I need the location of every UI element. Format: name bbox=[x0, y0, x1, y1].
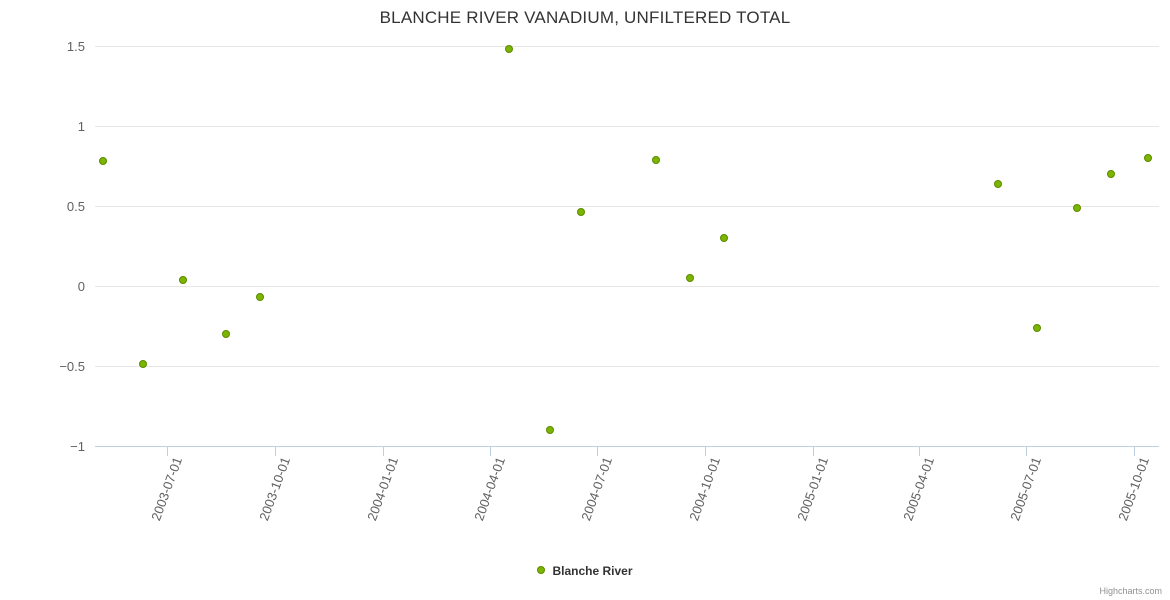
x-axis-line bbox=[95, 446, 1159, 447]
x-axis-tick-label: 2005-07-01 bbox=[1007, 455, 1045, 523]
data-point[interactable] bbox=[651, 155, 660, 164]
x-axis-tick-label: 2004-07-01 bbox=[578, 455, 616, 523]
data-point[interactable] bbox=[576, 208, 585, 217]
x-axis-tick-label: 2003-07-01 bbox=[147, 455, 185, 523]
x-axis-tick-mark bbox=[919, 447, 921, 456]
x-axis-tick-label: 2004-10-01 bbox=[686, 455, 724, 523]
data-point[interactable] bbox=[221, 330, 230, 338]
gridline bbox=[95, 126, 1159, 127]
data-point[interactable] bbox=[719, 234, 728, 242]
chart-title: BLANCHE RIVER VANADIUM, UNFILTERED TOTAL bbox=[379, 8, 791, 27]
x-axis-tick-mark bbox=[705, 447, 707, 456]
data-point[interactable] bbox=[1032, 323, 1041, 332]
legend-marker-icon bbox=[537, 565, 546, 574]
credits-label[interactable]: Highcharts.com bbox=[1099, 586, 1162, 596]
x-axis-tick-mark bbox=[490, 447, 492, 456]
y-axis-tick-label: 0 bbox=[77, 279, 85, 294]
x-axis-tick-label: 2005-04-01 bbox=[900, 455, 938, 523]
x-axis-tick-mark bbox=[597, 447, 599, 456]
data-point[interactable] bbox=[993, 179, 1002, 188]
y-axis-tick-label: 1.5 bbox=[66, 39, 85, 54]
x-axis-tick-label: 2003-10-01 bbox=[256, 455, 293, 523]
x-axis-tick-mark bbox=[274, 447, 276, 456]
x-axis-tick-label: 2005-10-01 bbox=[1115, 455, 1153, 523]
gridline bbox=[95, 46, 1159, 47]
x-axis-tick-mark bbox=[383, 447, 385, 456]
y-axis-tick-label: 0.5 bbox=[66, 199, 85, 214]
data-point[interactable] bbox=[1106, 170, 1115, 178]
x-axis-tick-label: 2005-01-01 bbox=[794, 455, 832, 523]
x-axis-tick-mark bbox=[813, 447, 815, 456]
data-point[interactable] bbox=[99, 157, 108, 166]
y-axis-tick-label: −1 bbox=[70, 439, 85, 454]
y-axis-tick-label: −0.5 bbox=[59, 359, 85, 374]
legend-item-blanche-river[interactable]: Blanche River bbox=[537, 563, 633, 578]
x-axis-tick-label: 2004-04-01 bbox=[471, 455, 509, 523]
y-axis-tick-label: 1 bbox=[77, 119, 85, 134]
data-point[interactable] bbox=[255, 293, 264, 302]
x-axis-tick-label: 2004-01-01 bbox=[364, 455, 402, 523]
x-axis-tick-mark bbox=[1026, 447, 1028, 456]
data-point[interactable] bbox=[685, 274, 694, 282]
x-axis-tick-mark bbox=[1134, 447, 1136, 456]
data-point[interactable] bbox=[1144, 154, 1153, 162]
chart-legend[interactable]: Blanche River bbox=[0, 563, 1170, 578]
data-point[interactable] bbox=[504, 45, 513, 54]
data-point[interactable] bbox=[1072, 203, 1081, 212]
x-axis-tick-mark bbox=[166, 447, 168, 456]
gridline bbox=[95, 286, 1159, 287]
plot-area[interactable] bbox=[95, 45, 1159, 447]
gridline bbox=[95, 206, 1159, 207]
data-point[interactable] bbox=[545, 426, 554, 434]
gridline bbox=[95, 366, 1159, 367]
data-point[interactable] bbox=[179, 275, 188, 284]
data-point[interactable] bbox=[139, 360, 148, 369]
legend-item-label: Blanche River bbox=[552, 563, 633, 578]
